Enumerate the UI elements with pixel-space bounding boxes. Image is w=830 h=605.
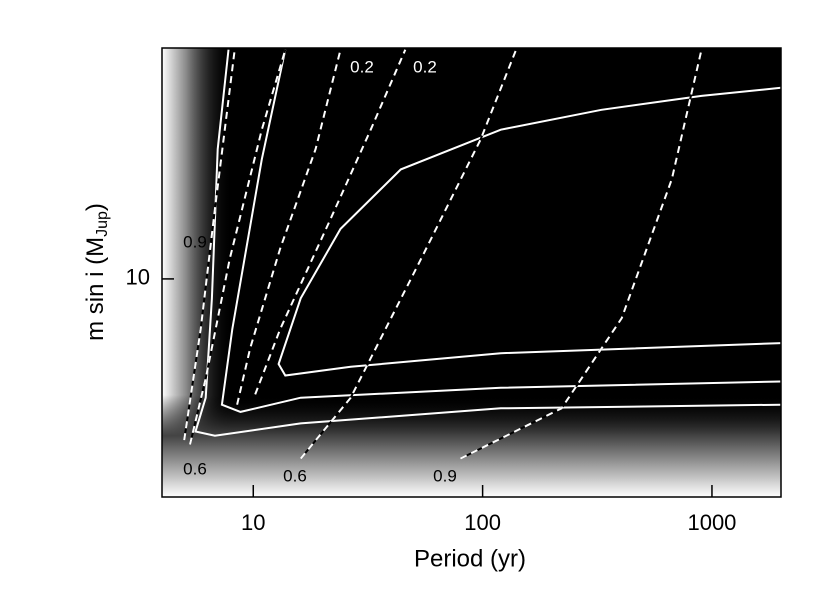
map-bottom-shade: [162, 395, 781, 497]
y-axis-label: m sin i (MJup): [82, 203, 111, 341]
contour-label: 0.6: [183, 459, 207, 478]
y-label-sub: Jup: [94, 211, 111, 237]
contour-label: 0.9: [183, 232, 207, 251]
y-tick-label: 10: [126, 265, 150, 290]
dashed-contour: [254, 49, 407, 395]
plot-frame: [161, 47, 782, 498]
dashed-contour: [459, 49, 703, 460]
contour-label: 0.2: [350, 57, 374, 76]
x-axis-label: Period (yr): [414, 545, 526, 572]
dashed-contour: [236, 49, 342, 405]
x-tick-label: 10: [241, 510, 265, 535]
x-tick-label: 100: [464, 510, 501, 535]
dashed-contour: [299, 49, 518, 460]
x-tick-label: 1000: [687, 510, 736, 535]
dashed-contour: [183, 49, 236, 441]
contour-label: 0.6: [283, 466, 307, 485]
y-label-main: m sin i (M: [82, 237, 109, 341]
contour-label: 0.2: [413, 57, 437, 76]
dashed-contour: [189, 49, 287, 445]
contours: [183, 49, 781, 460]
density-map: [162, 48, 781, 497]
y-label-end: ): [82, 203, 109, 211]
solid-contour: [220, 49, 781, 413]
solid-contour: [277, 86, 781, 377]
contour-label: 0.9: [433, 466, 457, 485]
